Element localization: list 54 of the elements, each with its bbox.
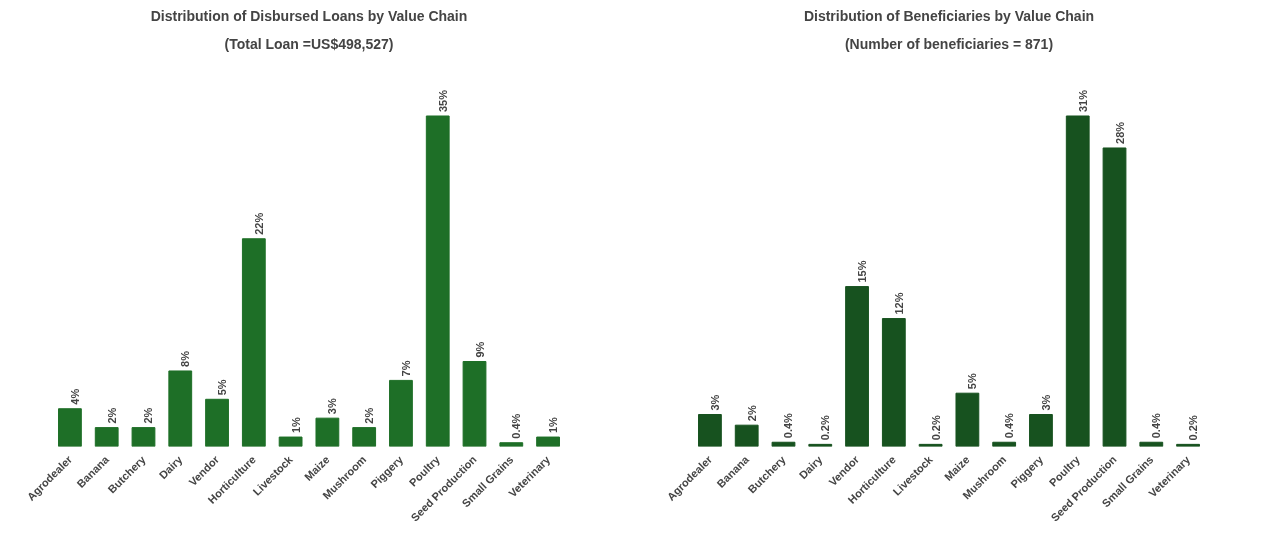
bar [278, 436, 303, 447]
data-label: 15% [856, 260, 869, 283]
data-label: 5% [216, 379, 229, 396]
bar [881, 318, 906, 447]
data-label: 3% [708, 394, 721, 411]
data-label: 1% [547, 416, 560, 434]
bar [698, 414, 722, 447]
chart-title: Distribution of Beneficiaries by Value Chain [803, 7, 1095, 24]
data-label: 0.4% [1003, 412, 1016, 439]
data-label: 0.4% [510, 413, 523, 439]
data-label: 8% [179, 350, 192, 367]
data-label: 2% [745, 405, 758, 422]
data-label: 0.2% [819, 415, 832, 441]
data-label: 9% [473, 341, 486, 358]
data-label: 7% [399, 360, 412, 377]
data-label: 31% [1076, 89, 1089, 112]
data-label: 2% [105, 407, 118, 424]
data-label: 28% [1113, 121, 1126, 144]
data-label: 35% [436, 89, 449, 112]
data-label: 0.4% [1150, 412, 1163, 439]
data-label: 2% [142, 407, 155, 424]
chart-title: Distribution of Disbursed Loans by Value Chain [150, 7, 468, 24]
bar [499, 442, 524, 447]
data-label: 1% [289, 416, 302, 434]
data-label: 12% [892, 292, 905, 315]
bar [1102, 147, 1127, 447]
data-label: 22% [252, 212, 265, 235]
bar [389, 379, 413, 447]
data-label: 0.2% [1187, 415, 1200, 441]
data-label: 2% [363, 407, 376, 424]
chart-subtitle: (Number of beneficiaries = 871) [844, 35, 1054, 52]
bar [462, 361, 487, 447]
data-label: 0.2% [929, 415, 942, 441]
bar [536, 436, 560, 447]
bar [205, 398, 229, 447]
bar [352, 427, 377, 447]
chart-subtitle: (Total Loan =US$498,527) [224, 35, 394, 52]
bar [1029, 414, 1053, 447]
bar [94, 427, 119, 447]
bar [131, 427, 156, 447]
bar [1065, 115, 1090, 447]
bar [168, 370, 193, 447]
bar [425, 115, 450, 447]
bar [845, 286, 869, 447]
bar [241, 238, 266, 447]
bar [58, 408, 82, 447]
bar [734, 424, 759, 447]
data-label: 5% [966, 373, 979, 390]
bar [955, 392, 980, 447]
data-label: 4% [68, 388, 81, 405]
data-label: 3% [1039, 394, 1052, 411]
data-label: 0.4% [782, 412, 795, 439]
data-label: 3% [326, 398, 339, 415]
bar [315, 417, 340, 447]
